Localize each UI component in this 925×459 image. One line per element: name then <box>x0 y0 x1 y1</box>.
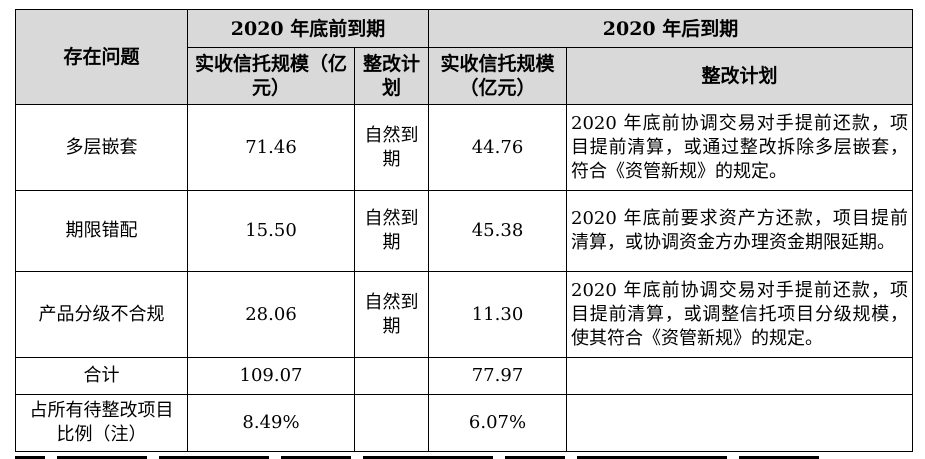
row-issue: 期限错配 <box>16 191 188 272</box>
row-after-plan: 2020 年底前协调交易对手提前还款，项目提前清算，或调整信托项目分级规模，使其… <box>567 272 913 358</box>
row-before-plan: 自然到期 <box>355 272 429 358</box>
header-before-scale: 实收信托规模（亿元） <box>188 48 355 105</box>
ratio-before: 8.49% <box>188 395 355 452</box>
rectification-table-wrapper: 存在问题 2020 年底前到期 2020 年后到期 实收信托规模（亿元） 整改计… <box>15 9 913 452</box>
row-issue: 多层嵌套 <box>16 105 188 191</box>
row-after-plan: 2020 年底前要求资产方还款，项目提前清算，或协调资金方办理资金期限延期。 <box>567 191 913 272</box>
total-label: 合计 <box>16 358 188 395</box>
row-after-plan: 2020 年底前协调交易对手提前还款，项目提前清算，或通过整改拆除多层嵌套，符合… <box>567 105 913 191</box>
total-row: 合计 109.07 77.97 <box>16 358 913 395</box>
row-before-plan: 自然到期 <box>355 191 429 272</box>
row-before-scale: 28.06 <box>188 272 355 358</box>
row-issue: 产品分级不合规 <box>16 272 188 358</box>
header-after-scale: 实收信托规模（亿元） <box>429 48 567 105</box>
total-before-plan <box>355 358 429 395</box>
header-after-plan: 整改计划 <box>567 48 913 105</box>
table-row: 期限错配 15.50 自然到期 45.38 2020 年底前要求资产方还款，项目… <box>16 191 913 272</box>
table-row: 产品分级不合规 28.06 自然到期 11.30 2020 年底前协调交易对手提… <box>16 272 913 358</box>
header-after-group: 2020 年后到期 <box>429 10 913 48</box>
row-after-scale: 45.38 <box>429 191 567 272</box>
total-after-plan <box>567 358 913 395</box>
row-before-scale: 15.50 <box>188 191 355 272</box>
total-after-scale: 77.97 <box>429 358 567 395</box>
ratio-row: 占所有待整改项目比例（注） 8.49% 6.07% <box>16 395 913 452</box>
ratio-before-plan <box>355 395 429 452</box>
cut-off-text-line <box>15 449 912 459</box>
row-after-scale: 44.76 <box>429 105 567 191</box>
ratio-after: 6.07% <box>429 395 567 452</box>
header-issue: 存在问题 <box>16 10 188 105</box>
table-row: 多层嵌套 71.46 自然到期 44.76 2020 年底前协调交易对手提前还款… <box>16 105 913 191</box>
ratio-label: 占所有待整改项目比例（注） <box>16 395 188 452</box>
rectification-table: 存在问题 2020 年底前到期 2020 年后到期 实收信托规模（亿元） 整改计… <box>15 9 913 452</box>
header-before-plan: 整改计划 <box>355 48 429 105</box>
row-before-scale: 71.46 <box>188 105 355 191</box>
row-after-scale: 11.30 <box>429 272 567 358</box>
ratio-after-plan <box>567 395 913 452</box>
row-before-plan: 自然到期 <box>355 105 429 191</box>
header-before-group: 2020 年底前到期 <box>188 10 429 48</box>
total-before-scale: 109.07 <box>188 358 355 395</box>
